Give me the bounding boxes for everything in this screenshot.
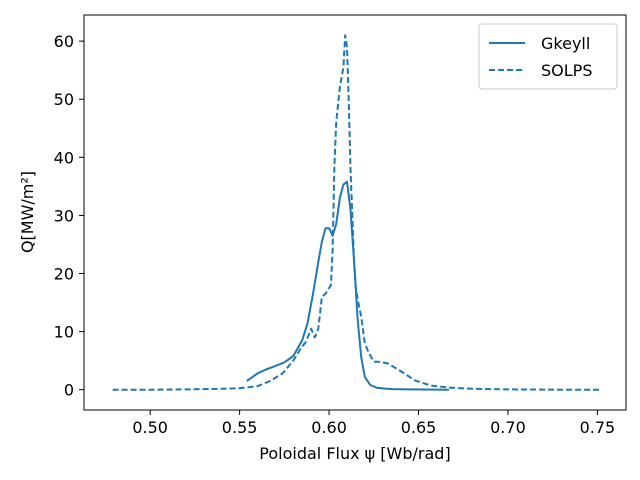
y-tick-label: 20 xyxy=(54,264,74,283)
series-layer xyxy=(112,34,601,391)
y-tick-label: 10 xyxy=(54,323,74,342)
x-tick-label: 0.70 xyxy=(490,418,526,437)
x-tick-label: 0.65 xyxy=(401,418,437,437)
y-tick-label: 60 xyxy=(54,32,74,51)
y-tick-label: 0 xyxy=(64,381,74,400)
legend-label-gkeyll: Gkeyll xyxy=(541,34,590,53)
y-axis-label: Q[MW/m²] xyxy=(18,171,37,253)
legend: Gkeyll SOLPS xyxy=(478,23,618,90)
x-tick-label: 0.50 xyxy=(132,418,168,437)
x-ticks: 0.50 0.55 0.60 0.65 0.70 0.75 xyxy=(132,410,615,437)
series-line-solps xyxy=(112,34,601,391)
y-ticks: 0 10 20 30 40 50 60 xyxy=(54,32,84,400)
x-axis-label: Poloidal Flux ψ [Wb/rad] xyxy=(259,444,450,463)
x-tick-label: 0.55 xyxy=(222,418,258,437)
plot-frame xyxy=(83,14,627,411)
legend-box xyxy=(478,23,618,90)
y-tick-label: 50 xyxy=(54,90,74,109)
series-line-gkeyll xyxy=(246,180,449,391)
x-tick-label: 0.75 xyxy=(580,418,616,437)
legend-label-solps: SOLPS xyxy=(541,61,592,80)
x-tick-label: 0.60 xyxy=(311,418,347,437)
y-tick-label: 40 xyxy=(54,148,74,167)
y-tick-label: 30 xyxy=(54,206,74,225)
